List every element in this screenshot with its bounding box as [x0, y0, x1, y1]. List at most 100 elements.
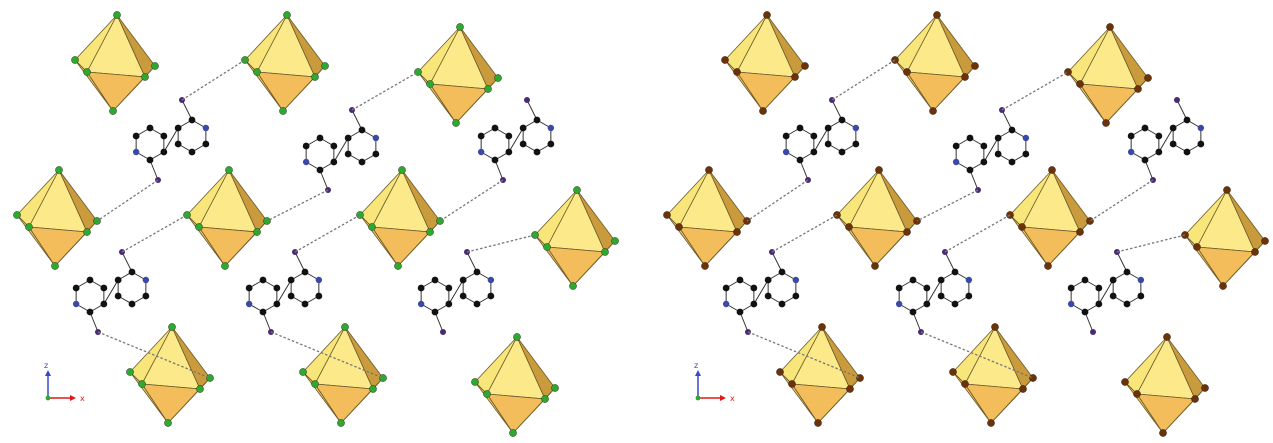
nitrogen-atom: [202, 124, 210, 132]
carbon-atom: [477, 132, 485, 140]
carbon-atom: [1141, 156, 1149, 164]
octahedron: [776, 323, 864, 427]
halide-atom: [1144, 74, 1152, 82]
nitrogen-atom: [302, 158, 310, 166]
carbon-atom: [302, 142, 310, 150]
nitrogen-atom: [142, 276, 150, 284]
organic-cation: [895, 249, 973, 335]
nitrogen-atom: [782, 148, 790, 156]
halide-atom: [494, 74, 502, 82]
bond: [103, 279, 119, 305]
nitrogen-atom: [792, 276, 800, 284]
halide-atom: [483, 390, 491, 398]
halide-atom: [195, 223, 203, 231]
octahedron: [891, 11, 979, 115]
octa-face: [1079, 83, 1139, 124]
halide-atom: [206, 374, 214, 382]
carbon-atom: [764, 276, 772, 284]
octa-face: [429, 83, 489, 124]
halide-atom: [1223, 186, 1231, 194]
bond: [526, 99, 538, 121]
halide-atom: [225, 166, 233, 174]
carbon-atom: [519, 124, 527, 132]
halide-atom: [846, 385, 854, 393]
carbon-atom: [782, 132, 790, 140]
carbon-atom: [736, 308, 744, 316]
carbon-atom: [994, 150, 1002, 158]
halide-atom: [903, 228, 911, 236]
halide-atom: [788, 380, 796, 388]
bond: [799, 159, 809, 181]
octahedron: [1006, 166, 1094, 270]
carbon-atom: [86, 276, 94, 284]
bond: [351, 109, 363, 131]
octa-face: [1021, 226, 1081, 267]
carbon-atom: [315, 292, 323, 300]
bond: [912, 311, 922, 333]
carbon-atom: [796, 156, 804, 164]
halogen-bond: [266, 189, 329, 222]
carbon-atom: [722, 284, 730, 292]
carbon-atom: [316, 166, 324, 174]
carbon-atom: [491, 124, 499, 132]
carbon-atom: [142, 292, 150, 300]
halogen-bond: [466, 234, 536, 253]
carbon-atom: [952, 142, 960, 150]
halide-atom: [543, 243, 551, 251]
carbon-atom: [330, 158, 338, 166]
carbon-atom: [796, 124, 804, 132]
halide-atom: [875, 166, 883, 174]
halide-atom: [283, 11, 291, 19]
halide-atom: [1106, 23, 1114, 31]
halide-atom: [814, 419, 822, 427]
halide-atom: [341, 323, 349, 331]
carbon-atom: [966, 134, 974, 142]
halide-atom: [109, 107, 117, 115]
halide-atom: [1102, 119, 1110, 127]
carbon-atom: [174, 140, 182, 148]
octahedron: [1181, 186, 1269, 290]
halide-atom: [398, 166, 406, 174]
halide-atom: [929, 107, 937, 115]
halogen-bond: [746, 179, 809, 222]
carbon-atom: [431, 308, 439, 316]
carbon-atom: [188, 116, 196, 124]
left-panel: zx: [13, 11, 619, 437]
halide-atom: [471, 378, 479, 386]
halide-atom: [763, 11, 771, 19]
halogen-bond: [96, 179, 159, 222]
carbon-atom: [445, 284, 453, 292]
bond: [149, 159, 159, 181]
carbon-atom: [1155, 132, 1163, 140]
halide-atom: [452, 119, 460, 127]
octahedron: [414, 23, 502, 127]
halide-atom: [1029, 374, 1037, 382]
halide-atom: [949, 368, 957, 376]
carbon-atom: [1123, 268, 1131, 276]
axis-origin: [45, 395, 51, 401]
halide-atom: [414, 68, 422, 76]
octahedron: [1064, 23, 1152, 127]
halide-atom: [456, 23, 464, 31]
carbon-atom: [1008, 126, 1016, 134]
carbon-atom: [100, 300, 108, 308]
octa-face: [198, 226, 258, 267]
carbon-atom: [417, 284, 425, 292]
carbon-atom: [909, 276, 917, 284]
halide-atom: [733, 68, 741, 76]
bond: [181, 99, 193, 121]
halogen-bond: [270, 331, 384, 379]
carbon-atom: [344, 150, 352, 158]
carbon-atom: [245, 284, 253, 292]
bond: [294, 251, 306, 273]
carbon-atom: [473, 268, 481, 276]
carbon-atom: [431, 276, 439, 284]
carbon-atom: [778, 300, 786, 308]
halide-atom: [531, 231, 539, 239]
bond: [466, 251, 478, 273]
halide-atom: [369, 385, 377, 393]
halide-atom: [13, 211, 21, 219]
halide-atom: [1076, 80, 1084, 88]
halide-atom: [1201, 384, 1209, 392]
halide-atom: [356, 211, 364, 219]
